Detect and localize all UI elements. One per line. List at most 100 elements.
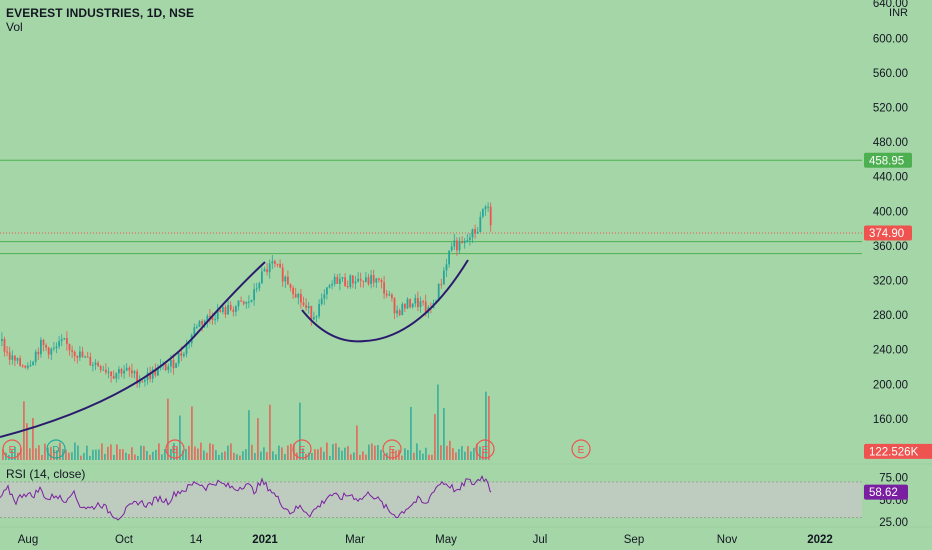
- volume-bar: [191, 406, 193, 460]
- candle: [336, 276, 339, 284]
- candle: [346, 286, 349, 288]
- candle: [287, 276, 289, 285]
- volume-bar: [284, 454, 286, 460]
- uptrend-curve: [0, 261, 266, 438]
- volume-bar: [2, 449, 4, 460]
- candle: [391, 294, 393, 299]
- candle: [372, 275, 375, 283]
- candle: [198, 321, 201, 327]
- price-tick-label: 480.00: [873, 137, 908, 149]
- candle: [229, 304, 232, 310]
- volume-bar: [254, 453, 256, 460]
- candle: [310, 305, 313, 320]
- volume-bar: [71, 452, 73, 460]
- volume-bar: [404, 448, 406, 460]
- candle: [118, 369, 120, 374]
- volume-bar: [383, 454, 385, 460]
- volume-bar: [26, 423, 28, 460]
- volume-bar: [38, 445, 40, 460]
- candle: [417, 297, 419, 308]
- candle: [193, 327, 196, 336]
- time-tick-label: May: [435, 534, 457, 546]
- volume-bar: [278, 445, 280, 460]
- volume-bar: [317, 449, 319, 460]
- candle: [107, 371, 110, 373]
- candle: [458, 241, 461, 251]
- candle: [125, 367, 128, 371]
- candle: [344, 277, 346, 287]
- candle: [27, 365, 29, 368]
- candle: [3, 339, 6, 352]
- volume-bar: [41, 454, 43, 460]
- candle: [188, 343, 190, 345]
- candle: [172, 359, 175, 368]
- candle: [79, 351, 81, 358]
- candle: [469, 237, 471, 241]
- candle: [393, 298, 396, 314]
- candle: [437, 283, 440, 301]
- price-tick-label: 400.00: [873, 206, 908, 218]
- candle: [375, 278, 378, 283]
- candle: [248, 301, 250, 303]
- candle: [281, 267, 284, 282]
- volume-bar: [134, 454, 136, 460]
- candle: [177, 352, 180, 364]
- candle: [466, 240, 469, 242]
- volume-bar: [389, 453, 391, 460]
- volume-bar: [395, 450, 397, 460]
- volume-bar: [338, 447, 340, 460]
- volume-bar: [413, 452, 415, 460]
- price-tick-label: 600.00: [873, 33, 908, 45]
- volume-bar: [179, 415, 181, 460]
- candle: [180, 352, 183, 356]
- candle: [92, 364, 94, 366]
- volume-bar: [143, 445, 145, 460]
- candle: [81, 351, 84, 357]
- volume-bar: [215, 450, 217, 460]
- candle: [151, 369, 154, 379]
- volume-bar: [173, 443, 175, 460]
- price-marker-label: 374.90: [869, 228, 904, 240]
- currency-label: INR: [889, 7, 908, 19]
- rsi-value-label: 58.62: [869, 487, 898, 499]
- volume-bar: [152, 451, 154, 460]
- candle: [175, 363, 177, 368]
- volume-bar: [68, 452, 70, 460]
- candle: [463, 240, 466, 244]
- candle: [258, 283, 261, 289]
- candle: [58, 341, 60, 347]
- candle: [89, 356, 92, 366]
- price-marker-label: 122.526K: [869, 446, 919, 458]
- volume-bar: [290, 443, 292, 460]
- volume-bar: [50, 446, 52, 460]
- volume-bar: [479, 446, 481, 460]
- candle: [55, 346, 58, 348]
- candle: [380, 279, 383, 283]
- candle: [357, 278, 359, 282]
- event-marker-circle: [2, 439, 22, 459]
- volume-bar: [461, 446, 463, 460]
- volume-bar: [44, 443, 46, 460]
- volume-bar: [92, 449, 94, 460]
- volume-bar: [287, 445, 289, 460]
- candle: [292, 287, 294, 295]
- candle: [71, 350, 73, 352]
- candle: [461, 241, 463, 244]
- volume-bar: [365, 454, 367, 460]
- candle: [211, 317, 214, 321]
- candle: [110, 371, 112, 377]
- candle: [42, 339, 45, 346]
- event-marker-label: D: [52, 445, 59, 456]
- candle: [206, 315, 209, 321]
- volume-bar: [122, 449, 124, 460]
- candle: [385, 293, 388, 296]
- volume-bar: [434, 414, 436, 460]
- volume-bar: [371, 443, 373, 460]
- candle: [424, 301, 427, 314]
- candle: [271, 261, 274, 264]
- volume-bar: [161, 454, 163, 460]
- volume-bar: [356, 425, 358, 460]
- event-marker-circle: [475, 439, 495, 459]
- volume-bar: [35, 448, 37, 460]
